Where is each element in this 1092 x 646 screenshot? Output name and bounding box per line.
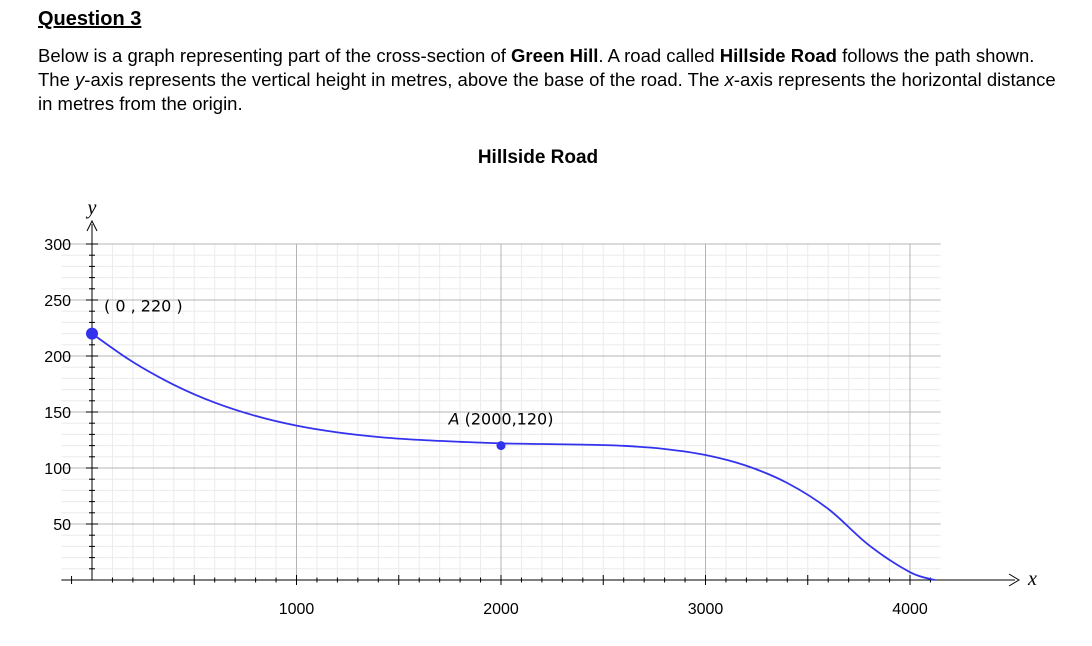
point-label-name: A <box>448 410 460 429</box>
point-label: ( 0 , 220 ) <box>104 297 183 316</box>
y-var-italic: y <box>75 69 85 90</box>
marked-point <box>496 441 506 451</box>
x-axis-label: x <box>1027 568 1037 590</box>
x-tick-label: 1000 <box>279 601 315 618</box>
hillside-road-bold: Hillside Road <box>719 45 837 66</box>
y-tick-label: 100 <box>44 461 71 478</box>
point-label: A (2000,120) <box>448 410 554 429</box>
y-tick-label: 250 <box>44 293 71 310</box>
chart-title: Hillside Road <box>477 147 599 168</box>
x-tick-label: 4000 <box>892 601 928 618</box>
y-tick-label: 150 <box>44 405 71 422</box>
question-text-part: -axis represents the vertical height in … <box>84 69 725 90</box>
x-var-italic: x <box>724 69 734 90</box>
y-tick-label: 50 <box>53 517 71 534</box>
question-text: Below is a graph representing part of th… <box>38 44 1068 116</box>
question-text-part: . A road called <box>598 45 720 66</box>
x-tick-label: 2000 <box>483 601 519 618</box>
marked-point <box>86 327 98 340</box>
question-title: Question 3 <box>38 8 142 30</box>
y-axis-arrow <box>86 219 98 232</box>
y-tick-label: 300 <box>44 237 71 254</box>
green-hill-bold: Green Hill <box>511 45 599 66</box>
question-text-part: follows the path shown. The <box>38 45 1035 90</box>
x-axis-arrow <box>1008 573 1020 587</box>
y-axis-label: y <box>86 197 97 219</box>
point-label-coords: (2000,120) <box>460 410 554 429</box>
question-text-part: -axis represents the horizontal distance… <box>38 69 1056 114</box>
x-tick-label: 3000 <box>688 601 724 618</box>
hillside-road-curve <box>91 332 936 581</box>
y-tick-label: 200 <box>44 349 71 366</box>
question-text-part: Below is a graph representing part of th… <box>38 45 512 66</box>
